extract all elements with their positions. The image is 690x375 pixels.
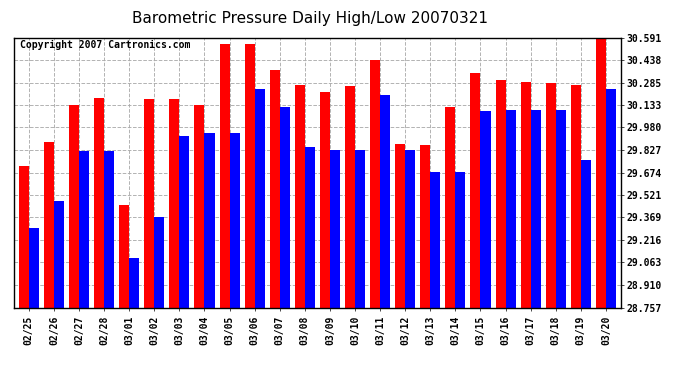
Bar <box>219 44 230 308</box>
Bar <box>270 70 279 308</box>
Bar <box>531 110 541 308</box>
Bar <box>69 105 79 308</box>
Bar <box>546 83 555 308</box>
Bar <box>104 151 114 308</box>
Bar <box>521 82 531 308</box>
Bar <box>355 150 365 308</box>
Bar <box>431 172 440 308</box>
Bar <box>445 107 455 307</box>
Bar <box>581 160 591 308</box>
Bar <box>345 86 355 308</box>
Bar <box>506 110 515 308</box>
Bar <box>195 105 204 308</box>
Bar <box>606 89 616 308</box>
Bar <box>245 44 255 308</box>
Bar <box>169 99 179 308</box>
Bar <box>320 92 330 308</box>
Text: Copyright 2007 Cartronics.com: Copyright 2007 Cartronics.com <box>20 40 190 50</box>
Bar <box>596 38 606 308</box>
Bar <box>279 107 290 307</box>
Bar <box>19 166 29 308</box>
Bar <box>155 217 164 308</box>
Bar <box>495 80 506 308</box>
Bar <box>179 136 190 308</box>
Bar <box>295 85 305 308</box>
Bar <box>471 73 480 308</box>
Bar <box>204 134 215 308</box>
Bar <box>230 134 239 308</box>
Bar <box>94 98 104 308</box>
Bar <box>44 142 54 308</box>
Bar <box>29 228 39 308</box>
Bar <box>79 151 89 308</box>
Bar <box>380 95 390 308</box>
Bar <box>571 85 581 308</box>
Bar <box>395 144 405 308</box>
Bar <box>455 172 466 308</box>
Text: Barometric Pressure Daily High/Low 20070321: Barometric Pressure Daily High/Low 20070… <box>132 11 489 26</box>
Bar <box>330 150 340 308</box>
Bar <box>305 147 315 308</box>
Bar <box>405 150 415 308</box>
Bar <box>129 258 139 308</box>
Bar <box>255 89 265 308</box>
Bar <box>555 110 566 308</box>
Bar <box>480 111 491 308</box>
Bar <box>370 60 380 308</box>
Bar <box>420 145 431 308</box>
Bar <box>54 201 64 308</box>
Bar <box>119 206 129 308</box>
Bar <box>144 99 155 308</box>
